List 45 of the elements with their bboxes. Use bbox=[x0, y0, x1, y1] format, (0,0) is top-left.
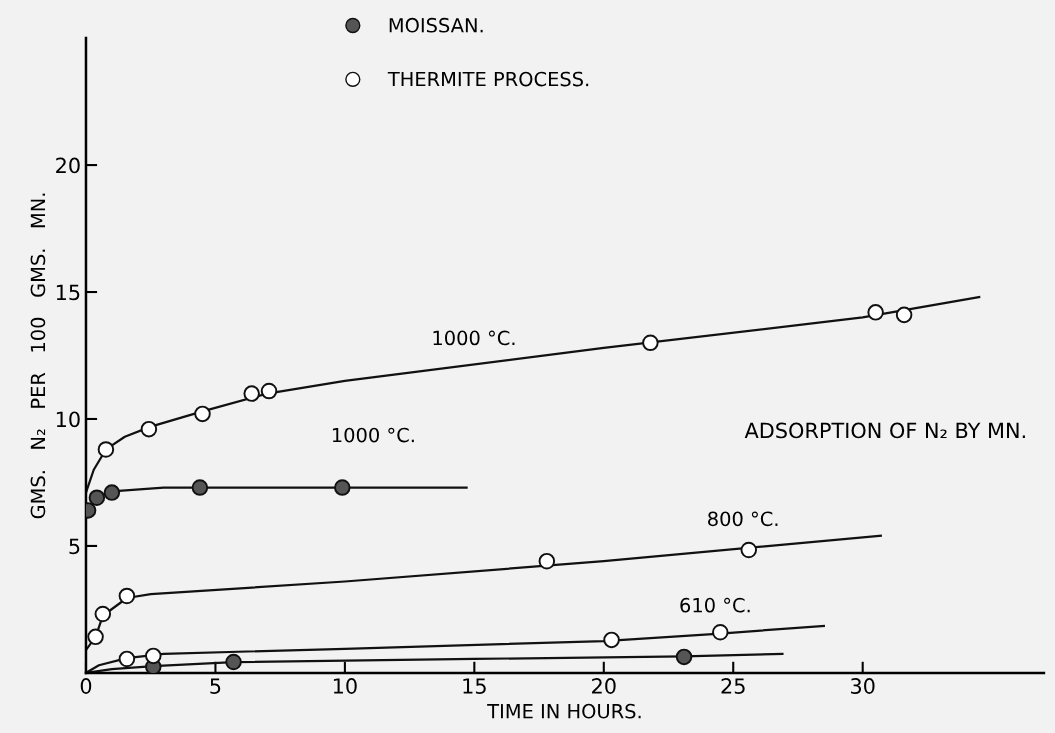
y-tick-label: 20 bbox=[56, 157, 80, 174]
y-tick-label: 15 bbox=[56, 284, 80, 301]
point bbox=[118, 587, 136, 605]
point bbox=[140, 420, 158, 438]
legend-label: MOISSAN. bbox=[389, 17, 483, 33]
annotation: 1000 °C. bbox=[332, 427, 414, 443]
point bbox=[334, 479, 351, 496]
point bbox=[225, 653, 242, 671]
point bbox=[103, 484, 121, 501]
point bbox=[243, 385, 260, 402]
x-tick-label: 25 bbox=[721, 678, 745, 694]
y-axis-title: GMS. N₂ PER 100 GMS. MN. bbox=[30, 193, 46, 519]
point bbox=[603, 631, 620, 649]
x-tick-label: 10 bbox=[333, 678, 357, 694]
annotation: 610 °C. bbox=[680, 597, 750, 613]
point bbox=[867, 304, 884, 321]
point bbox=[97, 441, 115, 458]
text: ADSORPTION OF N₂ BY MN. bbox=[744, 422, 1025, 439]
point bbox=[88, 489, 106, 506]
point bbox=[642, 334, 659, 352]
point bbox=[145, 647, 162, 665]
point bbox=[538, 552, 556, 570]
point bbox=[191, 479, 209, 496]
annotation: 1000 °C. bbox=[433, 330, 515, 346]
point bbox=[675, 648, 693, 666]
y-tick-label: 5 bbox=[69, 538, 80, 555]
point bbox=[740, 541, 758, 559]
annotation: 800 °C. bbox=[708, 511, 778, 527]
point bbox=[94, 605, 112, 623]
x-axis-title: TIME IN HOURS. bbox=[487, 703, 641, 719]
point bbox=[895, 306, 913, 324]
x-tick-label: 15 bbox=[463, 678, 486, 694]
line-series bbox=[85, 296, 981, 494]
x-tick-label: 0 bbox=[80, 678, 92, 694]
x-tick-label: 20 bbox=[592, 678, 616, 694]
point bbox=[260, 382, 278, 400]
line-series bbox=[85, 534, 882, 652]
x-tick-label: 5 bbox=[210, 678, 221, 694]
point bbox=[118, 650, 136, 668]
y-tick-label: 10 bbox=[56, 411, 80, 428]
point bbox=[194, 405, 211, 423]
legend-label: THERMITE PROCESS. bbox=[387, 71, 589, 87]
point bbox=[87, 628, 104, 646]
x-tick-label: 30 bbox=[851, 678, 875, 694]
point bbox=[712, 624, 729, 641]
